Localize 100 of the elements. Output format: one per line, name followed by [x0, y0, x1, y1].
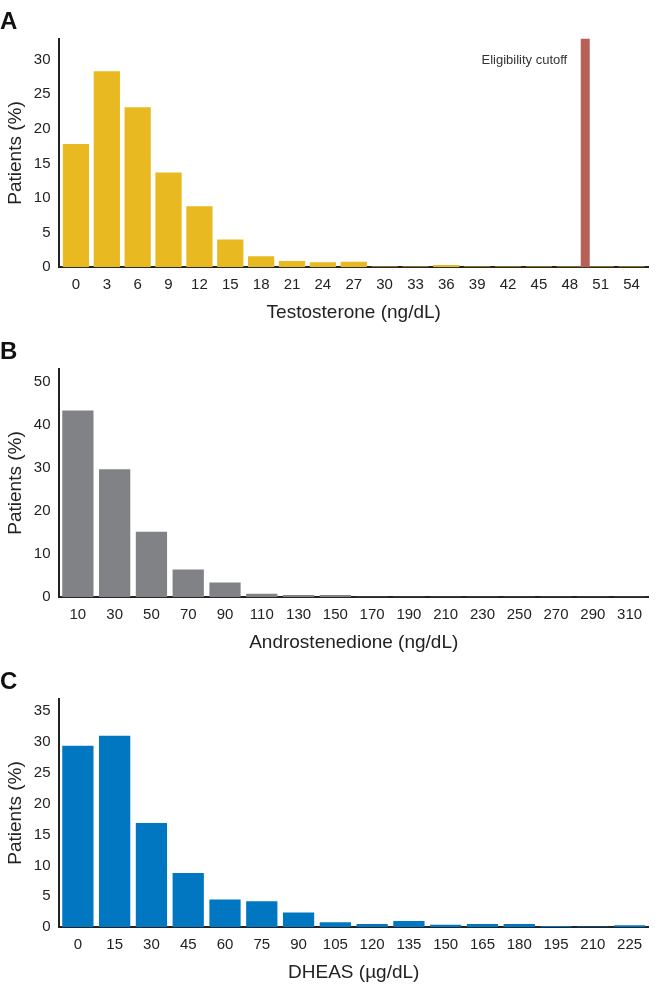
x-tick-label: 165 [469, 935, 495, 953]
x-tick-label: 150 [433, 935, 459, 953]
bar [209, 582, 241, 598]
x-tick-label: 33 [407, 275, 424, 293]
bar [172, 569, 204, 598]
bar [62, 745, 94, 928]
bar [282, 912, 315, 928]
bar [433, 265, 460, 268]
y-tick-label: 5 [42, 222, 51, 240]
y-tick-label: 25 [33, 763, 51, 781]
x-tick-label: 42 [499, 275, 517, 293]
x-tick-label: 135 [396, 935, 422, 953]
x-tick-label: 30 [106, 605, 123, 623]
x-tick-label: 225 [617, 935, 643, 953]
x-tick-label: 60 [216, 935, 234, 953]
x-tick-label: 230 [469, 605, 495, 623]
x-axis-title: Testosterone (ng/dL) [266, 300, 441, 322]
bar [246, 901, 278, 928]
x-tick-label: 310 [617, 605, 643, 623]
bar [319, 922, 351, 928]
y-tick-label: 15 [33, 153, 51, 171]
x-tick-label: 90 [216, 605, 234, 623]
bar [135, 822, 168, 928]
x-tick-label: 15 [221, 275, 239, 293]
y-tick-label: 40 [33, 414, 51, 432]
bar [248, 256, 275, 268]
y-tick-label: 20 [33, 118, 51, 136]
bar [172, 872, 204, 928]
y-tick-label: 0 [42, 587, 51, 605]
x-tick-label: 170 [359, 605, 385, 623]
y-tick-label: 10 [33, 855, 51, 873]
bar [93, 71, 120, 268]
bar [319, 595, 351, 598]
x-tick-label: 210 [580, 935, 606, 953]
y-tick-label: 50 [33, 371, 51, 389]
bar [503, 924, 535, 928]
x-tick-label: 10 [69, 605, 87, 623]
ref-line-label: Eligibility cutoff [481, 52, 568, 68]
bar [309, 262, 336, 268]
x-tick-label: 105 [322, 935, 348, 953]
bar [209, 899, 241, 928]
x-tick-label: 110 [249, 605, 274, 623]
bar [135, 531, 168, 598]
x-tick-label: 180 [506, 935, 532, 953]
x-tick-label: 9 [164, 275, 173, 293]
y-axis-title: Patients (%) [3, 431, 25, 535]
x-tick-label: 190 [396, 605, 422, 623]
x-tick-label: 48 [561, 275, 579, 293]
x-tick-label: 250 [506, 605, 532, 623]
y-tick-label: 20 [33, 501, 51, 519]
x-tick-label: 90 [290, 935, 307, 953]
y-tick-label: 0 [42, 917, 51, 935]
y-tick-label: 0 [42, 257, 51, 275]
bar [278, 260, 306, 268]
y-tick-label: 35 [33, 701, 51, 719]
chart-title: B [0, 337, 18, 365]
bar [340, 261, 367, 268]
x-tick-label: 36 [438, 275, 455, 293]
bar [186, 206, 213, 268]
x-tick-label: 45 [179, 935, 197, 953]
y-axis-title: Patients (%) [3, 761, 25, 865]
x-tick-label: 15 [106, 935, 123, 953]
x-tick-label: 0 [71, 275, 81, 293]
x-tick-label: 30 [376, 275, 393, 293]
y-tick-label: 20 [33, 793, 51, 811]
y-tick-label: 10 [33, 188, 51, 206]
x-tick-label: 21 [283, 275, 301, 293]
y-tick-label: 30 [33, 458, 51, 476]
bar [99, 469, 131, 598]
x-axis-title: DHEAS (µg/dL) [288, 960, 420, 982]
x-tick-label: 54 [623, 275, 640, 293]
y-tick-label: 30 [33, 49, 51, 67]
x-tick-label: 30 [143, 935, 160, 953]
x-tick-label: 18 [252, 275, 270, 293]
bar [356, 924, 388, 928]
y-tick-label: 30 [33, 732, 51, 750]
bar [217, 239, 244, 268]
x-tick-label: 120 [359, 935, 385, 953]
bar [124, 107, 151, 268]
y-axis-title: Patients (%) [3, 101, 25, 205]
x-tick-label: 39 [468, 275, 486, 293]
x-tick-label: 3 [102, 275, 111, 293]
x-tick-label: 50 [143, 605, 160, 623]
x-tick-label: 45 [530, 275, 548, 293]
x-tick-label: 195 [543, 935, 569, 953]
y-tick-label: 10 [33, 544, 51, 562]
chart-title: C [0, 667, 18, 695]
x-tick-label: 70 [179, 605, 197, 623]
bar [393, 921, 425, 928]
bar [62, 144, 90, 268]
x-tick-label: 270 [543, 605, 569, 623]
bar [99, 735, 131, 928]
x-tick-label: 6 [133, 275, 142, 293]
bar [282, 595, 315, 598]
x-tick-label: 150 [322, 605, 348, 623]
x-tick-label: 75 [253, 935, 271, 953]
x-tick-label: 130 [286, 605, 312, 623]
x-tick-label: 210 [433, 605, 459, 623]
y-tick-label: 25 [33, 84, 51, 102]
x-tick-label: 24 [314, 275, 332, 293]
